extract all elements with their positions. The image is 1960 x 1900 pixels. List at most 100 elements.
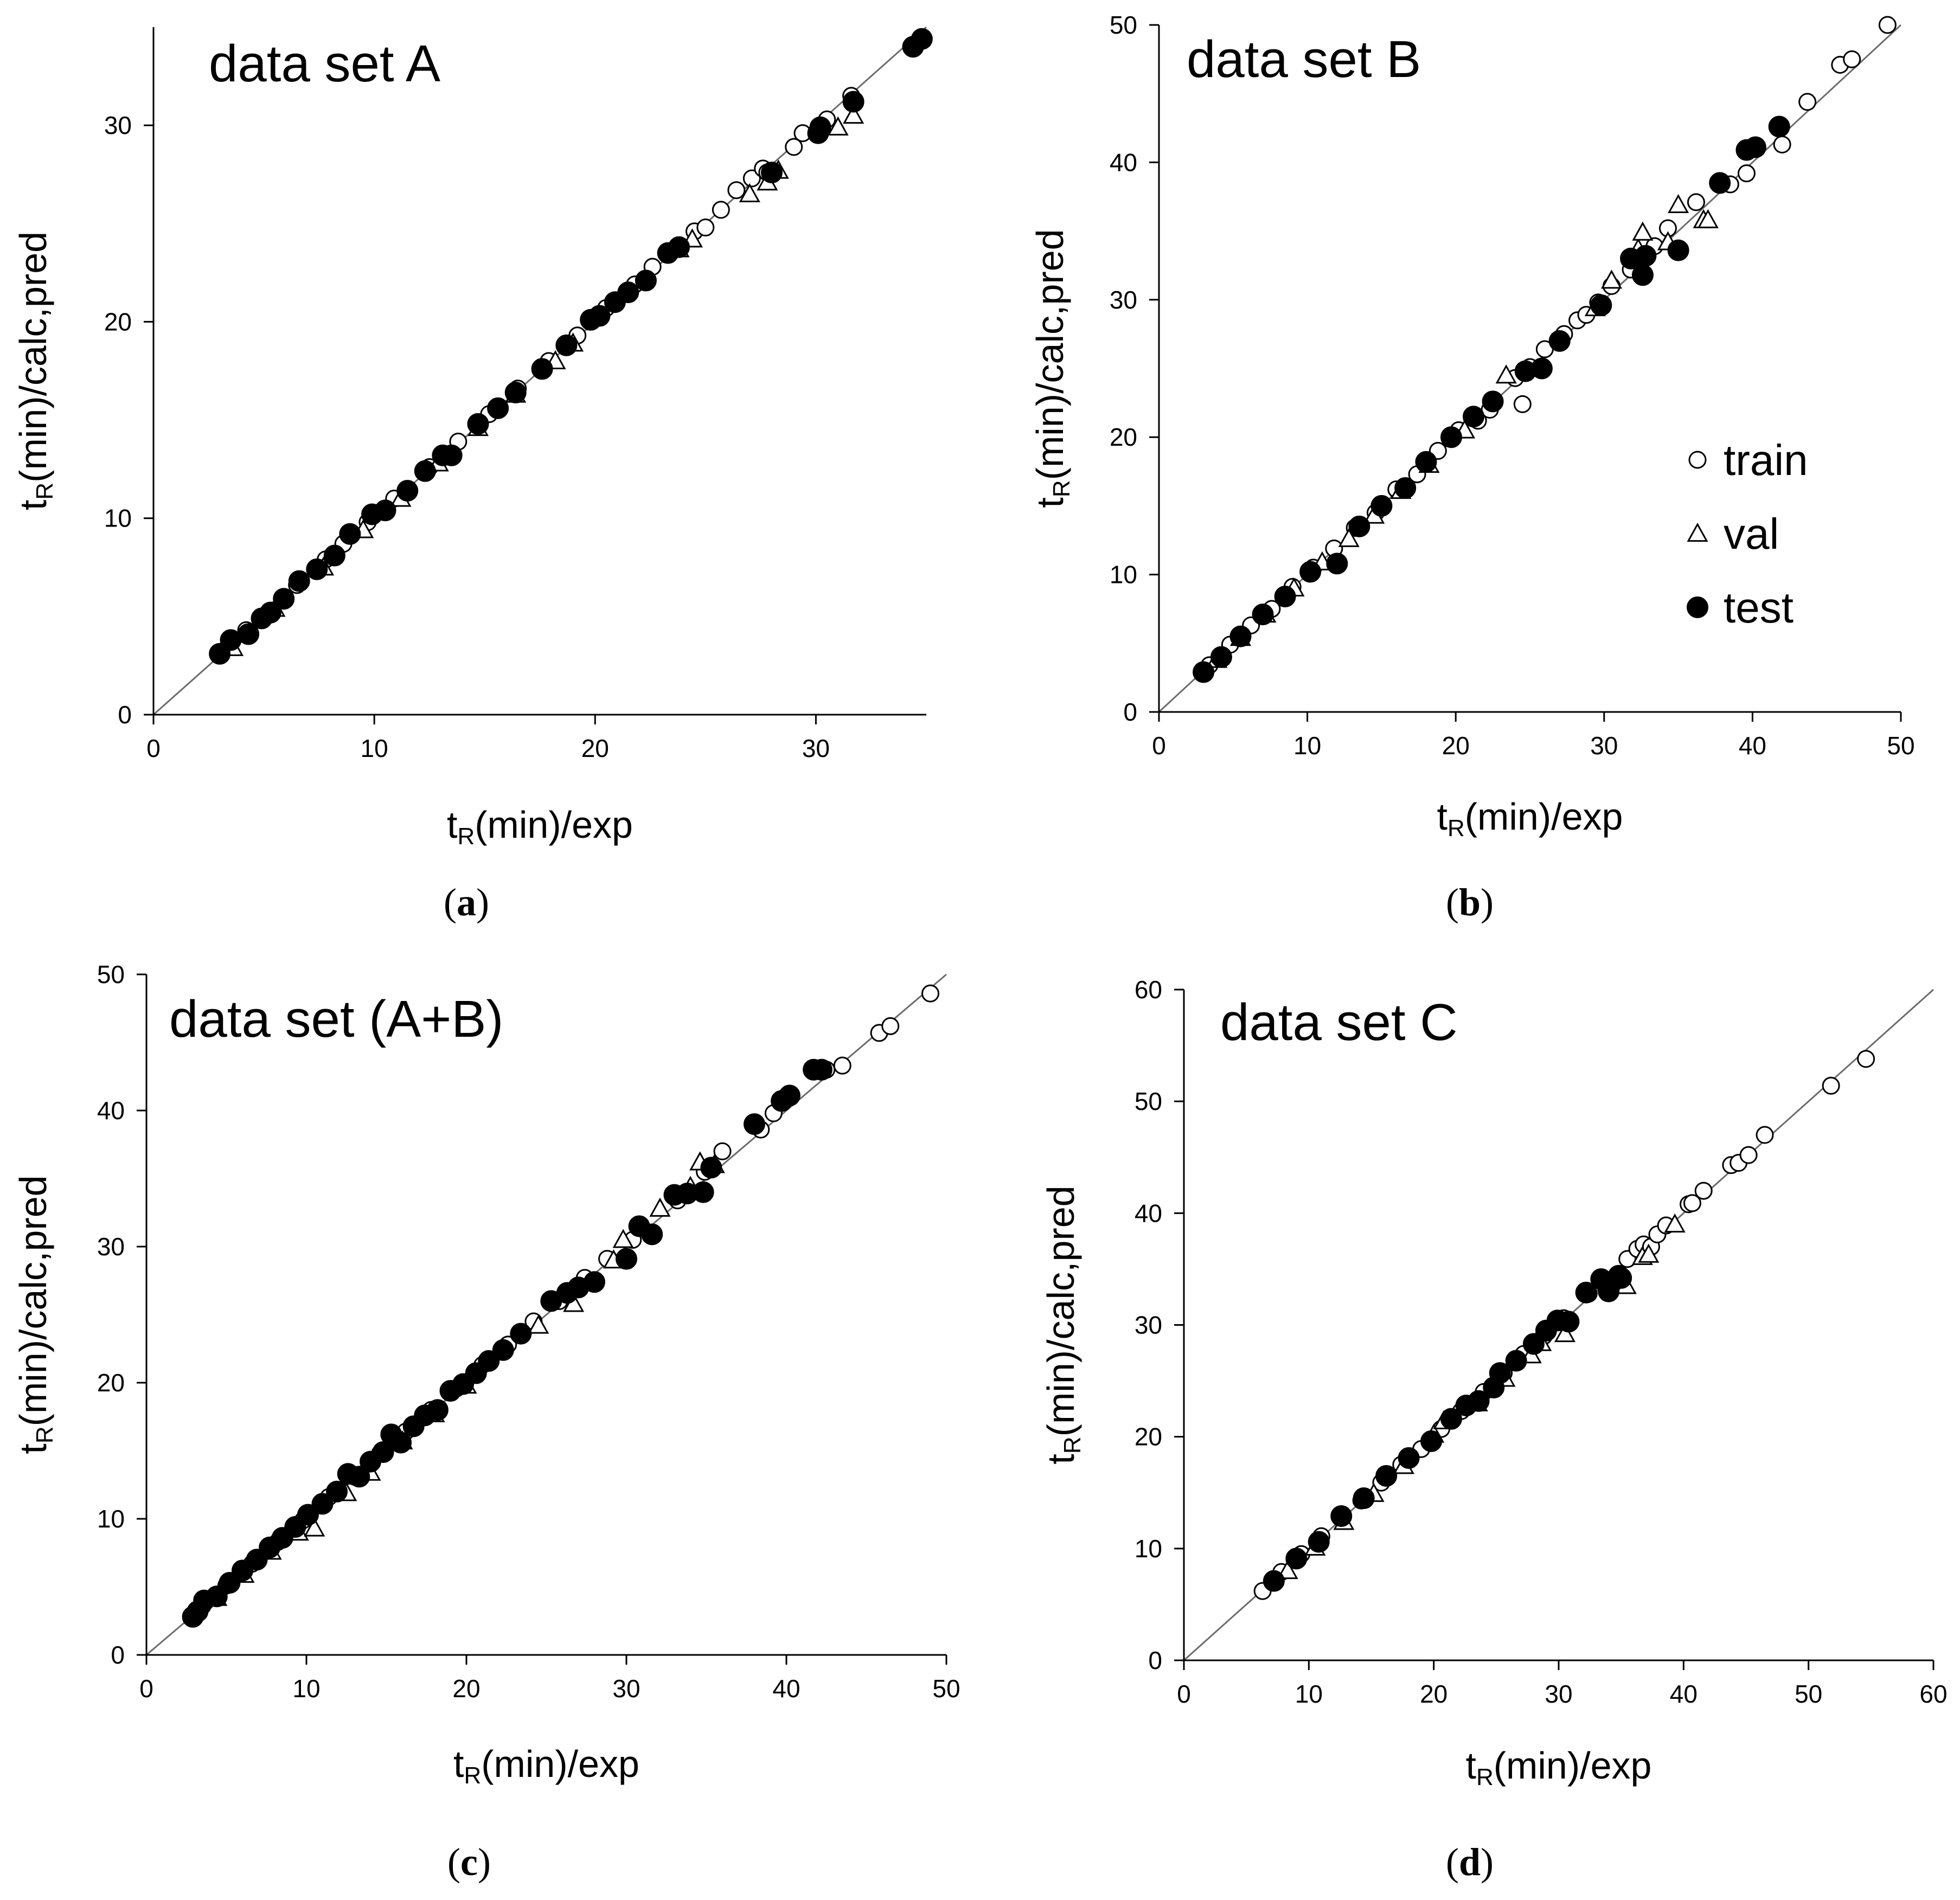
y-tick-label: 50 [97, 960, 125, 988]
panel-caption: (d) [1446, 1840, 1494, 1884]
val-point [1632, 221, 1654, 241]
test-point [1522, 1333, 1545, 1355]
test-point [372, 1441, 394, 1463]
val-point [739, 183, 760, 203]
test-point [326, 1480, 348, 1503]
test-point [1575, 1281, 1597, 1304]
test-point [1308, 1531, 1330, 1553]
test-point [1744, 136, 1766, 158]
x-tick-label: 40 [1670, 1680, 1698, 1708]
val-point [1697, 209, 1719, 228]
x-tick-label: 10 [361, 734, 388, 762]
test-point [323, 544, 345, 567]
x-tick-label: 0 [1152, 731, 1166, 760]
panel-title: data set (A+B) [169, 990, 503, 1048]
panel-title: data set A [209, 35, 440, 93]
chart-d: 0 10 20 30 40 50 60 0 10 20 30 40 50 60 tR(min)/exp tR(… [1040, 975, 1948, 1884]
y-tick-label: 0 [118, 701, 132, 729]
x-tick-label: 40 [1739, 731, 1766, 760]
test-point [1210, 646, 1232, 668]
test-point [809, 116, 831, 138]
val-point [1338, 528, 1360, 547]
test-point [273, 588, 295, 610]
x-tick-label: 30 [1545, 1680, 1572, 1708]
test-point [1193, 661, 1215, 683]
val-point [1495, 364, 1517, 384]
y-tick-label: 0 [1148, 1646, 1162, 1674]
test-point [1558, 1311, 1580, 1333]
test-point [478, 1350, 500, 1372]
test-point [842, 91, 864, 113]
x-tick-label: 30 [1590, 731, 1618, 760]
x-tick-label: 10 [1295, 1680, 1323, 1708]
test-point [911, 28, 933, 50]
val-point [1600, 269, 1623, 289]
x-tick-label: 0 [139, 1674, 153, 1703]
test-point [1667, 239, 1689, 261]
legend-label-val: val [1724, 510, 1779, 558]
test-point [504, 381, 527, 403]
test-point [1394, 477, 1417, 499]
y-tick-label: 40 [1135, 1199, 1162, 1227]
y-tick-label: 60 [1135, 975, 1162, 1004]
train-point [712, 201, 730, 219]
val-point [1277, 1559, 1298, 1580]
x-tick-label: 30 [612, 1674, 640, 1703]
val-point [843, 104, 864, 124]
y-tick-label: 20 [104, 307, 132, 336]
test-point [1598, 1280, 1620, 1302]
val-point [612, 1229, 634, 1248]
x-tick-label: 50 [1795, 1680, 1822, 1708]
x-axis-title: tR(min)/exp [447, 804, 633, 850]
test-point [1610, 1267, 1632, 1289]
test-point [1263, 1570, 1285, 1592]
legend-marker-val [1687, 522, 1708, 542]
test-point [311, 1493, 334, 1515]
series-test [209, 28, 933, 665]
test-point [1326, 553, 1348, 575]
train-point [713, 1142, 732, 1160]
test-point [692, 1181, 714, 1203]
test-point [306, 558, 328, 580]
test-point [1468, 1390, 1490, 1412]
test-point [297, 1504, 319, 1526]
y-tick-label: 10 [104, 504, 132, 532]
test-point [1252, 604, 1274, 626]
train-point [921, 984, 939, 1003]
x-tick-label: 20 [1420, 1680, 1447, 1708]
y-axis-title: tR(min)/calc,pred [1040, 1185, 1086, 1464]
test-point [584, 1271, 605, 1293]
legend-marker-train [1688, 451, 1707, 469]
val-point [1668, 194, 1689, 214]
test-point [1709, 172, 1731, 194]
val-point [827, 116, 849, 136]
x-tick-label: 10 [292, 1674, 320, 1703]
chart-a: 0 10 20 30 0 10 20 30 tR(min)/exp tR(min)/calc,pr… [12, 26, 933, 924]
legend-marker-test [1687, 596, 1708, 618]
y-tick-label: 20 [1110, 423, 1137, 451]
test-point [1482, 390, 1504, 413]
train-point [696, 219, 715, 237]
test-point [1440, 426, 1462, 448]
x-tick-label: 0 [1177, 1680, 1191, 1708]
x-tick-label: 30 [802, 734, 830, 762]
test-point [426, 1399, 449, 1421]
test-point [1353, 1487, 1375, 1510]
series-test [1193, 115, 1790, 683]
test-point [1370, 495, 1393, 517]
y-tick-label: 0 [111, 1641, 125, 1669]
test-point [414, 460, 436, 482]
panel-caption: (a) [444, 881, 489, 924]
test-point [396, 479, 419, 502]
test-point [1463, 406, 1485, 428]
y-tick-label: 20 [97, 1369, 125, 1397]
y-axis-title: tR(min)/calc,pred [12, 232, 58, 510]
y-tick-label: 40 [1110, 148, 1137, 176]
train-point [727, 181, 746, 200]
val-point [528, 1314, 549, 1334]
train-point [785, 138, 803, 156]
train-point [1737, 164, 1756, 183]
train-point [1739, 1146, 1758, 1164]
val-point [1638, 1243, 1660, 1263]
train-point [1843, 50, 1861, 68]
